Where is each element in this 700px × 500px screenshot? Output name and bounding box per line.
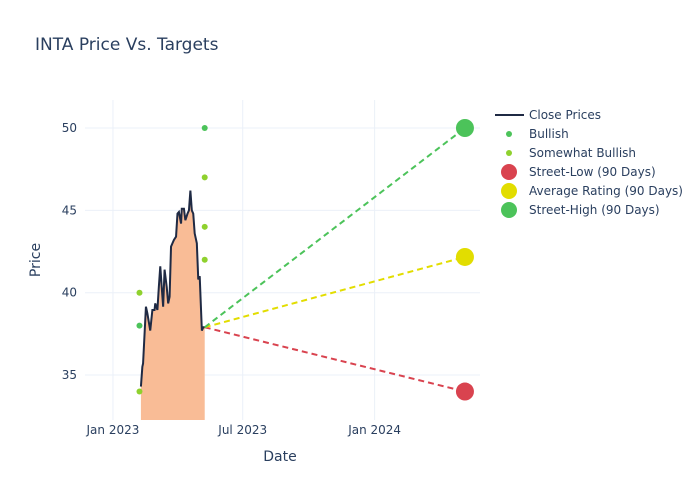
- y-tick-label: 40: [62, 286, 77, 300]
- somewhat-bullish-point: [201, 223, 208, 230]
- chart-title: INTA Price Vs. Targets: [35, 35, 219, 55]
- street-low-target-marker: [455, 382, 474, 401]
- legend-label: Average Rating (90 Days): [529, 184, 683, 198]
- legend-label: Somewhat Bullish: [529, 146, 636, 160]
- bullish-point: [201, 124, 208, 131]
- average-rating-target-line: [204, 255, 466, 329]
- close-price-area: [140, 190, 205, 420]
- somewhat-bullish-point: [136, 388, 143, 395]
- x-tick-label: Jul 2023: [217, 423, 267, 437]
- somewhat-bullish-point: [201, 256, 208, 263]
- y-tick-label: 35: [62, 368, 77, 382]
- average-rating-target-marker: [455, 247, 474, 266]
- legend-label: Street-Low (90 Days): [529, 165, 656, 179]
- y-tick-label: 45: [62, 203, 77, 217]
- street-high-target-marker: [455, 118, 474, 137]
- somewhat-bullish-point: [201, 174, 208, 181]
- somewhat-bullish-point: [136, 289, 143, 296]
- legend-swatch-marker: [501, 164, 517, 180]
- legend-swatch-marker: [506, 131, 512, 137]
- x-axis-label: Date: [263, 449, 296, 465]
- bullish-point: [136, 322, 143, 329]
- x-tick-label: Jan 2024: [347, 423, 401, 437]
- y-axis-label: Price: [28, 243, 44, 277]
- x-tick-label: Jan 2023: [86, 423, 140, 437]
- legend-swatch-marker: [506, 150, 512, 156]
- legend-label: Street-High (90 Days): [529, 203, 660, 217]
- street-high-target-line: [204, 127, 466, 329]
- street-low-target-line: [204, 326, 466, 393]
- legend-label: Bullish: [529, 127, 569, 141]
- legend-label: Close Prices: [529, 108, 601, 122]
- legend-swatch-marker: [501, 183, 517, 199]
- legend-swatch-marker: [501, 202, 517, 218]
- close-price-line: [139, 190, 205, 387]
- y-tick-label: 50: [62, 121, 77, 135]
